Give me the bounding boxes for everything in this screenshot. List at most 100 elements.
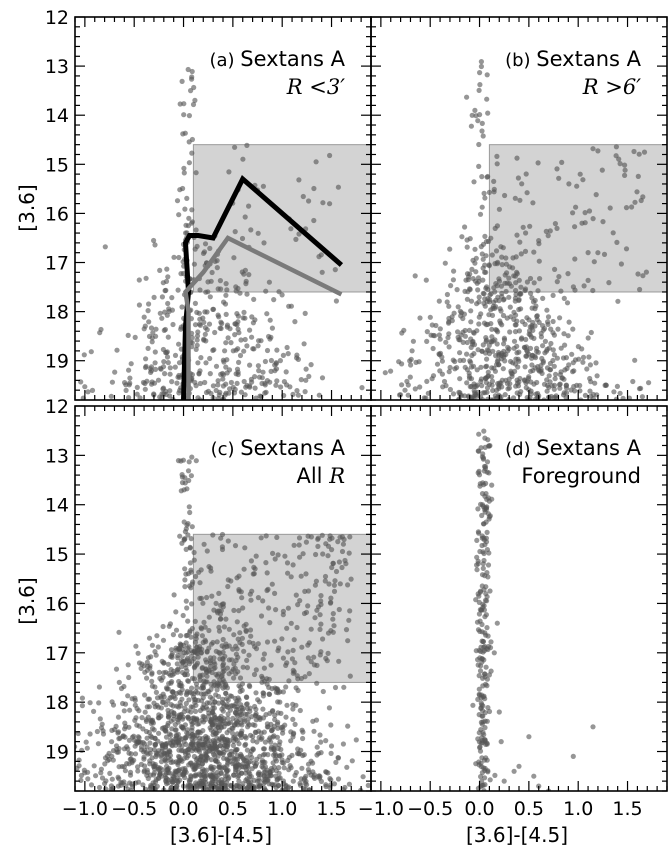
data-point <box>477 70 483 76</box>
data-point <box>117 735 123 741</box>
x-tick-label: 1.5 <box>612 798 642 820</box>
data-point <box>272 638 278 644</box>
data-point <box>248 633 254 639</box>
data-point <box>306 640 312 646</box>
data-point <box>502 192 508 199</box>
data-point <box>97 716 103 722</box>
data-point <box>482 725 488 731</box>
data-point <box>116 679 122 686</box>
data-point <box>204 673 210 679</box>
data-point <box>104 753 111 759</box>
data-point <box>149 678 155 685</box>
data-point <box>527 275 534 282</box>
data-point <box>555 326 561 332</box>
data-point <box>478 607 484 613</box>
data-point <box>199 633 205 639</box>
data-point <box>479 770 485 776</box>
data-point <box>140 379 147 386</box>
data-point <box>108 786 114 791</box>
data-point <box>237 688 243 695</box>
data-point <box>181 755 187 761</box>
data-point <box>531 280 537 286</box>
data-point <box>300 551 306 557</box>
data-point <box>258 613 265 619</box>
data-point <box>493 387 500 393</box>
data-point <box>188 776 194 783</box>
data-point <box>233 701 239 707</box>
panel-name: Sextans A <box>536 47 641 71</box>
data-point <box>559 159 565 165</box>
data-point <box>225 715 231 722</box>
data-point <box>289 656 295 662</box>
data-point <box>557 381 563 387</box>
data-point <box>123 382 129 388</box>
data-point <box>585 250 591 256</box>
data-point <box>506 275 512 281</box>
data-point <box>469 339 475 345</box>
data-point <box>274 534 280 541</box>
data-point <box>329 535 335 541</box>
data-point <box>212 727 219 733</box>
data-point <box>110 702 117 708</box>
data-point <box>479 738 486 744</box>
data-point <box>193 573 199 580</box>
data-point <box>137 395 143 400</box>
data-point <box>592 380 598 386</box>
data-point <box>417 384 423 390</box>
data-point <box>283 369 289 375</box>
data-point <box>611 389 617 395</box>
x-tick-label: −0.5 <box>111 798 157 820</box>
data-point <box>215 378 221 384</box>
data-point <box>306 198 312 204</box>
data-point <box>218 616 224 622</box>
data-point <box>126 367 132 373</box>
data-point <box>481 482 487 488</box>
data-point <box>270 782 276 788</box>
data-point <box>208 390 214 397</box>
data-point <box>255 363 261 369</box>
data-point <box>614 383 621 389</box>
data-point <box>203 289 209 295</box>
data-point <box>169 307 175 313</box>
data-point <box>481 693 487 699</box>
data-point <box>221 624 227 630</box>
data-point <box>143 750 149 756</box>
data-point <box>423 277 429 283</box>
data-point <box>277 739 283 745</box>
data-point <box>142 709 148 715</box>
data-point <box>152 242 158 248</box>
data-point <box>181 165 187 171</box>
data-point <box>586 208 593 214</box>
data-point <box>446 303 452 309</box>
data-point <box>171 592 177 598</box>
data-point <box>198 355 204 361</box>
data-point <box>189 335 195 341</box>
data-point <box>242 214 248 220</box>
data-point <box>169 654 175 660</box>
data-point <box>126 724 132 730</box>
data-point <box>484 683 490 689</box>
data-point <box>193 227 199 233</box>
data-point <box>545 233 551 239</box>
data-point <box>323 655 329 662</box>
data-point <box>477 211 484 217</box>
shaded-region <box>192 144 371 293</box>
data-point <box>263 533 269 539</box>
data-point <box>478 378 484 384</box>
data-point <box>232 144 238 150</box>
data-point <box>480 639 486 645</box>
data-point <box>225 740 231 746</box>
data-point <box>292 772 298 779</box>
data-point <box>209 593 215 599</box>
data-point <box>482 782 488 788</box>
data-point <box>305 603 311 609</box>
data-point <box>640 273 646 279</box>
data-point <box>189 207 195 213</box>
data-point <box>556 175 562 181</box>
data-point <box>236 683 242 689</box>
data-point <box>195 721 201 727</box>
data-point <box>457 308 463 314</box>
data-point <box>570 210 576 216</box>
grey-track-line <box>183 235 343 400</box>
data-point <box>175 374 181 380</box>
